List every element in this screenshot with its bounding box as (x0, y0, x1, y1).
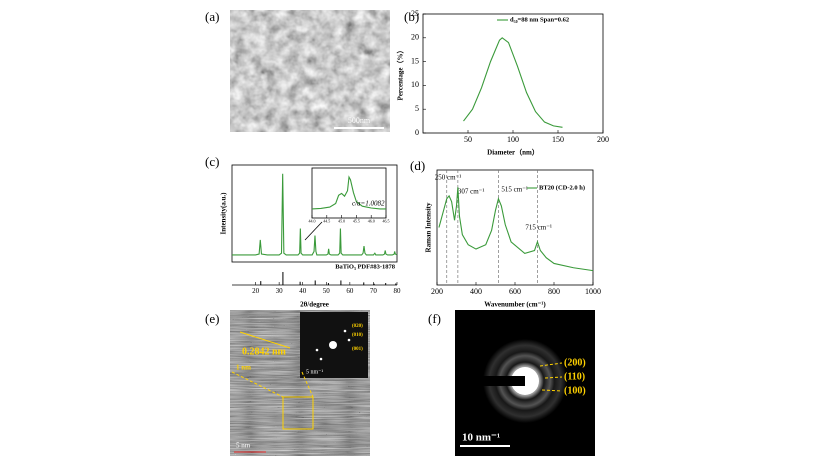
fft-spot (347, 338, 351, 342)
scale-text: 500nm (348, 116, 371, 125)
y-axis-label: Intensity(a.u.) (220, 192, 228, 235)
x-tick-label: 200 (431, 287, 443, 296)
annotation: c/a=1.0082 (352, 200, 385, 208)
inset-arrow (304, 221, 323, 241)
panel-label: (e) (205, 311, 219, 326)
fft-spot-label: (001) (352, 347, 363, 352)
scale-text: 10 nm⁻¹ (462, 432, 500, 444)
x-tick-label: 45.5 (353, 219, 360, 224)
x-axis-label: Diameter（nm） (487, 149, 539, 157)
fft-center (329, 341, 337, 349)
zoom-line (301, 371, 314, 398)
peak-label: 515 cm⁻¹ (501, 186, 528, 194)
x-tick-label: 1000 (585, 287, 601, 296)
fft-scale: 5 nm⁻¹ (306, 369, 323, 375)
inset-scale: 1 nm (236, 364, 251, 372)
series-line (232, 173, 398, 256)
x-tick-label: 100 (507, 135, 519, 144)
ring-line (544, 376, 563, 379)
x-tick-label: 44.5 (323, 219, 330, 224)
fft-spot (315, 348, 319, 352)
y-tick-label: 5 (415, 104, 419, 113)
fft-spot (319, 357, 323, 361)
x-tick-label: 50 (323, 287, 331, 295)
x-tick-label: 400 (470, 287, 482, 296)
d-line (239, 331, 291, 349)
zoom-line (231, 371, 284, 398)
x-tick-label: 20 (252, 287, 260, 295)
x-tick-label: 800 (548, 287, 560, 296)
y-tick-label: 10 (411, 80, 419, 89)
plot-frame (311, 167, 387, 219)
x-tick-label: 50 (464, 135, 472, 144)
ring-line (541, 389, 563, 392)
panel-label: (d) (410, 158, 425, 173)
fft-spot (343, 329, 347, 333)
ring-line (539, 362, 563, 367)
x-tick-label: 60 (346, 287, 354, 295)
legend-label: d₅₀=88 nm Span=0.62 (510, 16, 569, 23)
panel-label: (c) (205, 154, 219, 169)
d-spacing: 0.2842 nm (242, 346, 287, 357)
y-tick-label: 25 (411, 9, 419, 18)
y-axis-label: Percentage（%） (397, 47, 405, 101)
zoom-box (282, 396, 314, 430)
peak-label: 715 cm⁻¹ (525, 224, 552, 232)
ring-label: (110) (564, 371, 585, 382)
panel-label: (f) (428, 311, 441, 326)
x-tick-label: 80 (394, 287, 402, 295)
x-tick-label: 45.0 (338, 219, 345, 224)
series-line (438, 187, 594, 272)
y-tick-label: 20 (411, 33, 419, 42)
x-tick-label: 46.5 (383, 219, 390, 224)
x-axis-label: 2θ/degree (300, 301, 329, 309)
scale-text: 5 nm (236, 442, 251, 450)
hrtem-inset (231, 311, 303, 373)
x-tick-label: 200 (597, 135, 609, 144)
legend-label: BaTiO₃ PDF#83-1878 (335, 263, 396, 270)
y-tick-label: 15 (411, 56, 419, 65)
fft-spot-label: (010) (352, 333, 363, 338)
legend-label: BT20 (CD-2.0 h) (539, 184, 585, 191)
beam-stop (455, 376, 525, 386)
x-tick-label: 46.0 (368, 219, 375, 224)
y-tick-label: 0 (415, 128, 419, 137)
x-tick-label: 600 (509, 287, 521, 296)
plot-frame (422, 13, 604, 134)
plot-frame (231, 164, 398, 263)
panel-label: (a) (205, 9, 219, 24)
ring-label: (200) (564, 357, 586, 368)
x-tick-label: 44.0 (309, 219, 316, 224)
fft-spot-label: (020) (352, 324, 363, 329)
peak-label: 307 cm⁻¹ (458, 188, 485, 196)
x-tick-label: 70 (370, 287, 378, 295)
sem-image (230, 10, 390, 132)
x-axis-label: Wavenumber (cm⁻¹) (484, 301, 546, 309)
x-tick-label: 40 (299, 287, 307, 295)
x-tick-label: 30 (276, 287, 284, 295)
series-line (311, 175, 386, 210)
peak-label: 250 cm⁻¹ (435, 174, 462, 182)
panel-label: (b) (404, 9, 419, 24)
x-tick-label: 150 (552, 135, 564, 144)
y-axis-label: Raman Intensity (425, 202, 433, 252)
series-line (463, 37, 563, 128)
ring-label: (100) (564, 385, 586, 396)
